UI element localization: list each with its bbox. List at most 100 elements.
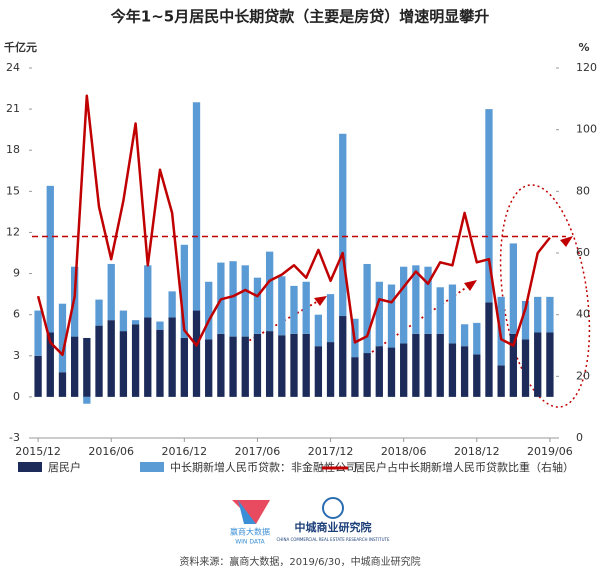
bar [460,324,469,347]
y2-tick-label: 20 [576,369,590,382]
y2-tick-label: 120 [576,61,597,74]
logo-text: 中城商业研究院 [295,520,372,534]
bar [229,261,237,337]
legend-label: 居民户占中长期新增人民币贷款比重（右轴） [354,460,574,474]
bar [205,339,213,397]
bar [192,310,201,397]
bar [387,284,396,348]
legend-label: 居民户 [48,460,81,474]
y-tick-label: 21 [6,102,20,115]
x-tick-label: 2017/06 [235,445,281,458]
bar [95,299,103,326]
y-tick-label: 18 [6,143,20,156]
bar [509,333,518,397]
bar [497,365,505,397]
bar [400,266,408,344]
bar [412,333,420,397]
bar [521,339,530,397]
bar [339,133,347,317]
arrow-head [314,296,327,306]
logo-text: WIN DATA [235,539,265,546]
bar [460,346,469,397]
bar [521,300,530,340]
bar [192,102,201,311]
y-tick-label: 24 [6,61,20,74]
bar [302,333,310,397]
bar [424,266,432,334]
bar [400,343,408,397]
bar [290,285,298,334]
bar [424,333,432,397]
bar [229,336,237,397]
bar [156,329,164,397]
bar [265,331,274,397]
bar [546,296,554,333]
y2-tick-label: 40 [576,308,590,321]
bar [168,291,176,318]
bar [46,332,54,397]
bar [509,243,518,334]
bar [144,265,152,318]
bar [265,251,274,332]
x-tick-label: 2015/12 [15,445,61,458]
bar [241,265,249,337]
y2-tick-label: 100 [576,123,597,136]
y-tick-label: 6 [13,308,20,321]
bar [412,265,420,334]
x-tick-label: 2017/12 [308,445,354,458]
y-tick-label: 3 [13,349,20,362]
bar [253,277,262,334]
bar [485,302,493,397]
bar [253,333,262,397]
bar [217,333,225,397]
bar [119,310,128,332]
bar [534,296,542,333]
bar [326,294,335,343]
bar [326,342,335,397]
chart-title: 今年1~5月居民中长期贷款（主要是房贷）增速明显攀升 [110,8,489,26]
bar [436,333,444,397]
source: 资料来源：赢商大数据，2019/6/30，中城商业研究院 [179,555,420,568]
x-tick-label: 2016/12 [161,445,207,458]
bar [387,347,396,397]
highlight-ellipse [499,184,591,408]
line [36,94,551,357]
bar [351,357,359,397]
bar [448,284,457,344]
bar [241,336,249,397]
logo-icon [238,500,256,524]
bar [375,281,383,347]
bar [131,320,140,325]
bar [278,276,286,336]
bar [534,332,542,397]
bar [156,321,164,330]
bar [46,185,54,333]
y-tick-label: 12 [6,225,20,238]
x-tick-label: 2016/06 [88,445,134,458]
bar [485,109,493,303]
bar [34,310,42,356]
bar [34,355,42,397]
bar [363,353,371,397]
y-tick-label: 0 [13,390,20,403]
bar [95,325,103,397]
x-tick-label: 2019/06 [527,445,573,458]
x-tick-label: 2018/12 [454,445,500,458]
bar [290,333,298,397]
bar [546,332,554,397]
logo-text: CHINA COMMERCIAL REAL ESTATE RESEARCH IN… [277,537,390,542]
bar [83,337,91,397]
y-tick-label: -3 [9,431,20,444]
bar [58,372,67,397]
y2-unit: % [578,41,589,54]
bar [168,317,176,397]
bar [436,287,444,334]
arrow-head [560,236,573,247]
arrow-head [464,280,477,291]
bar [131,324,140,397]
bar [278,335,286,397]
y2-tick-label: 60 [576,246,590,259]
bar [448,343,457,397]
bar [83,396,91,404]
bar [119,331,128,397]
